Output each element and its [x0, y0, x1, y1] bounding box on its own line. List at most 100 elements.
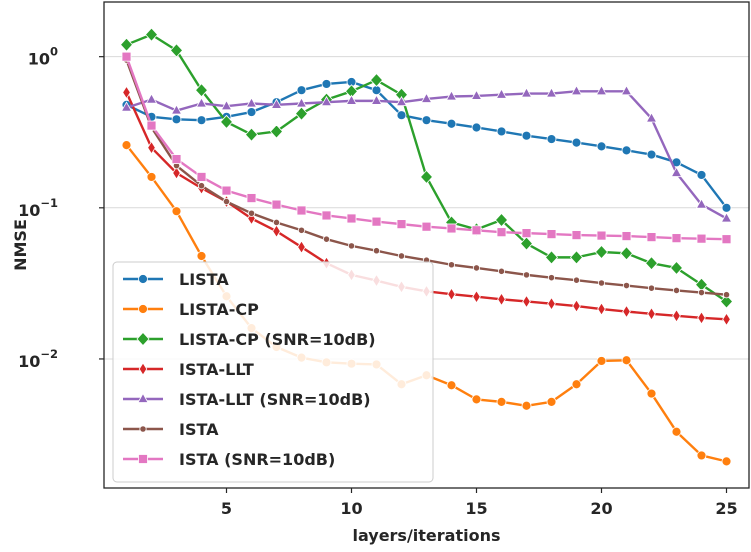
data-point: [246, 193, 257, 203]
data-point: [221, 185, 232, 196]
data-point: [547, 296, 556, 311]
data-point: [597, 302, 606, 316]
data-point: [621, 355, 632, 366]
data-point: [496, 126, 507, 137]
data-point: [544, 250, 559, 265]
data-point: [670, 166, 683, 177]
data-point: [446, 380, 457, 391]
data-point: [171, 154, 182, 165]
x-axis-ticks: 5 10 15 20 25: [221, 488, 738, 518]
data-point: [622, 281, 631, 290]
data-point: [269, 124, 284, 139]
data-point: [247, 209, 256, 217]
data-point: [522, 271, 531, 279]
data-point: [597, 279, 606, 287]
data-point: [645, 112, 658, 123]
data-point: [370, 94, 383, 105]
data-point: [220, 99, 233, 111]
data-point: [347, 242, 356, 250]
data-point: [420, 92, 433, 103]
data-point: [497, 292, 506, 307]
x-axis-label: layers/iterations: [352, 526, 500, 545]
legend-item: LISTA: [123, 270, 229, 289]
data-point: [297, 240, 306, 254]
data-point: [669, 260, 684, 276]
data-point: [545, 87, 558, 98]
x-tick-label: 10: [340, 499, 362, 518]
data-point: [519, 236, 534, 251]
data-point: [496, 396, 507, 407]
legend-label: ISTA (SNR=10dB): [179, 450, 335, 469]
data-point: [696, 233, 707, 244]
legend-item: LISTA-CP (SNR=10dB): [123, 330, 376, 349]
y-axis-label: NMSE: [11, 219, 30, 271]
data-point: [672, 309, 681, 323]
x-tick-label: 5: [221, 499, 232, 518]
data-point: [522, 294, 531, 309]
data-point: [647, 307, 656, 321]
legend-label: ISTA-LLT: [179, 360, 254, 379]
data-point: [472, 289, 481, 304]
data-point: [595, 84, 608, 96]
y-tick-label: 10−1: [18, 196, 58, 220]
y-tick-label: 10−2: [18, 347, 58, 371]
data-point: [421, 221, 432, 232]
legend-item: LISTA-CP: [123, 300, 259, 319]
data-point: [521, 400, 532, 411]
legend: LISTA LISTA-CP LISTA-CP (SNR=10dB) ISTA-LLT…: [112, 261, 434, 483]
data-point: [295, 97, 308, 108]
data-point: [719, 294, 734, 309]
data-point: [571, 137, 582, 148]
data-point: [395, 95, 408, 107]
data-point: [296, 205, 307, 216]
data-point: [521, 228, 532, 239]
data-point: [471, 394, 482, 405]
data-point: [321, 210, 332, 221]
data-point: [622, 304, 631, 319]
data-point: [445, 90, 458, 101]
legend-label: LISTA-CP: [179, 300, 259, 319]
data-point: [697, 311, 706, 325]
data-point: [671, 233, 682, 244]
data-point: [696, 450, 707, 461]
data-point: [372, 247, 381, 255]
data-point: [721, 456, 732, 467]
legend-label: ISTA-LLT (SNR=10dB): [179, 390, 371, 409]
data-point: [721, 202, 732, 213]
legend-label: ISTA: [179, 420, 219, 439]
series-5: [120, 84, 733, 223]
legend-item: ISTA: [123, 420, 219, 439]
data-point: [446, 118, 457, 129]
data-point: [695, 198, 708, 209]
data-point: [194, 83, 209, 98]
data-point: [196, 115, 207, 126]
data-point: [594, 244, 609, 260]
data-point: [596, 356, 607, 366]
data-point: [447, 287, 456, 301]
data-point: [397, 252, 406, 260]
y-tick-exponent: 0: [50, 45, 58, 59]
data-point: [297, 226, 306, 234]
data-point: [121, 51, 132, 62]
data-point: [146, 120, 157, 131]
data-point: [572, 299, 581, 313]
data-point: [121, 140, 132, 150]
y-tick-exponent: −2: [40, 347, 58, 361]
data-point: [520, 87, 533, 98]
data-point: [620, 84, 633, 96]
data-point: [145, 93, 158, 104]
plot-area-frame: [103, 1, 750, 489]
data-point: [169, 43, 184, 58]
data-point: [572, 276, 581, 284]
data-point: [170, 104, 183, 115]
data-point: [172, 166, 181, 180]
data-point: [547, 274, 556, 282]
data-point: [496, 227, 507, 238]
data-point: [421, 115, 432, 126]
data-point: [722, 312, 731, 327]
series-7: [121, 51, 732, 245]
data-point: [621, 145, 632, 156]
data-point: [345, 94, 358, 105]
data-point: [546, 396, 557, 407]
